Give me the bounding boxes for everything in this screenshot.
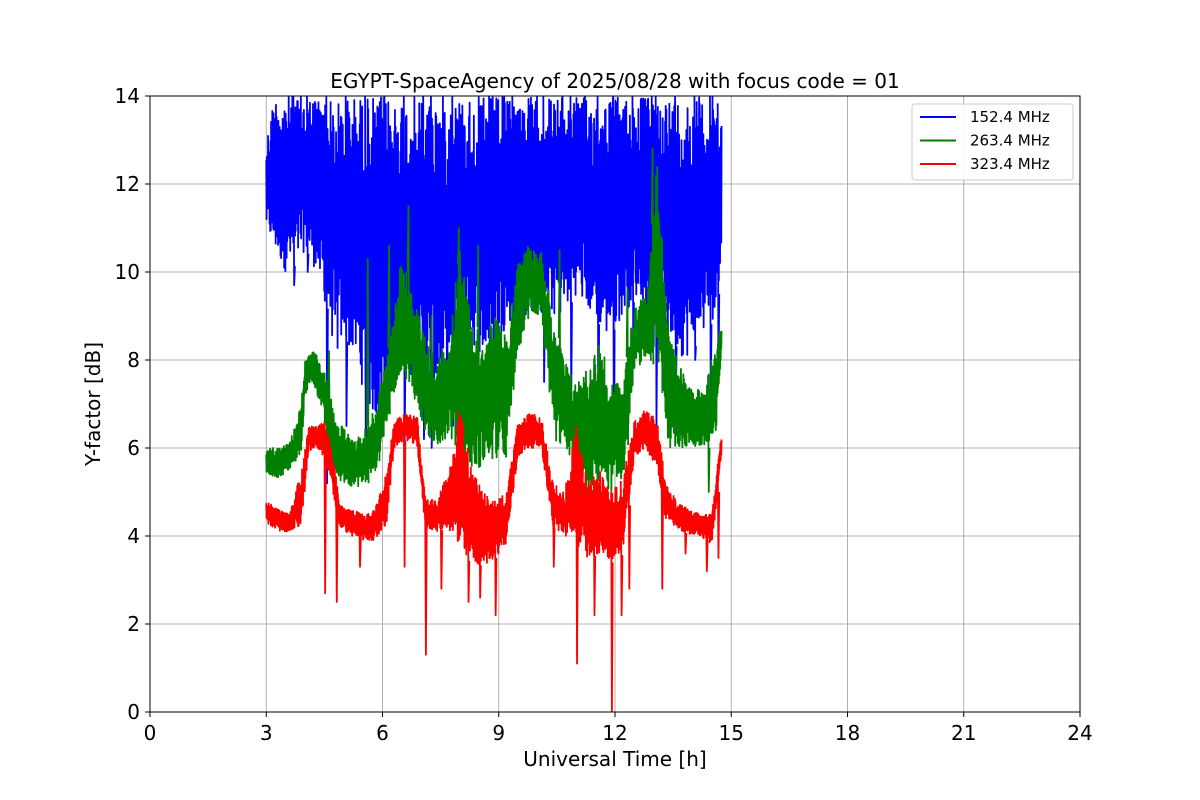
x-tick-label: 15 [719, 721, 744, 745]
y-tick-label: 8 [127, 348, 140, 372]
x-tick-label: 18 [835, 721, 860, 745]
x-tick-label: 6 [376, 721, 389, 745]
y-tick-label: 10 [115, 260, 140, 284]
y-tick-label: 14 [115, 84, 140, 108]
y-axis-label: Y-factor [dB] [81, 342, 105, 467]
x-tick-label: 0 [144, 721, 157, 745]
x-tick-label: 12 [602, 721, 627, 745]
x-tick-label: 3 [260, 721, 273, 745]
y-tick-label: 12 [115, 172, 140, 196]
y-tick-label: 2 [127, 612, 140, 636]
y-tick-label: 6 [127, 436, 140, 460]
traces [265, 96, 723, 712]
x-tick-label: 24 [1067, 721, 1092, 745]
chart-title: EGYPT-SpaceAgency of 2025/08/28 with foc… [330, 69, 899, 93]
x-axis-label: Universal Time [h] [523, 747, 706, 771]
x-tick-label: 21 [951, 721, 976, 745]
y-tick-label: 4 [127, 524, 140, 548]
legend-label: 152.4 MHz [970, 108, 1050, 126]
legend-box [911, 103, 1074, 181]
y-tick-label: 0 [127, 700, 140, 724]
legend: 152.4 MHz 263.4 MHz 323.4 MHz [911, 103, 1074, 181]
x-tick-label: 9 [492, 721, 505, 745]
series-line-2 [265, 410, 723, 712]
legend-label: 323.4 MHz [970, 155, 1050, 173]
legend-label: 263.4 MHz [970, 132, 1050, 150]
